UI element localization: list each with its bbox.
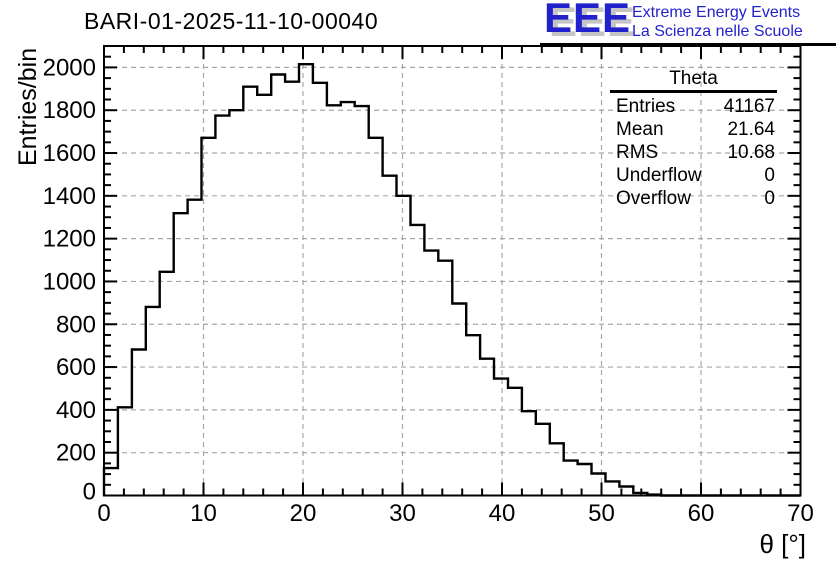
svg-text:1800: 1800: [43, 97, 96, 124]
eee-logo-acronym: EEE: [544, 0, 632, 41]
histogram-line: [102, 63, 801, 497]
stats-label: Mean: [616, 119, 664, 140]
svg-text:10: 10: [190, 500, 217, 527]
stats-row-mean: Mean 21.64: [610, 118, 777, 141]
axis-ticks: [103, 46, 802, 497]
stats-row-underflow: Underflow 0: [610, 164, 777, 187]
svg-text:800: 800: [56, 311, 96, 338]
gridlines: [104, 46, 801, 496]
svg-text:1000: 1000: [43, 268, 96, 295]
stats-value: 10.68: [727, 142, 775, 163]
stats-value: 41167: [723, 96, 775, 117]
stats-label: Overflow: [616, 188, 691, 209]
eee-logo-underline: [540, 43, 836, 46]
svg-text:600: 600: [56, 354, 96, 381]
stats-box-underline: [610, 90, 777, 93]
svg-text:0: 0: [97, 500, 110, 527]
stats-label: Underflow: [616, 165, 702, 186]
x-tick-labels: 0 10 20 30 40 50 60 70: [97, 500, 814, 527]
svg-text:400: 400: [56, 397, 96, 424]
eee-logo-tagline-2: La Scienza nelle Scuole: [632, 23, 803, 40]
stats-value: 0: [764, 188, 775, 209]
stats-box-title: Theta: [669, 68, 718, 89]
y-tick-labels: 0 200 400 600 800 1000 1200 1400 1600 1800 2000: [43, 54, 96, 505]
svg-text:40: 40: [489, 500, 516, 527]
svg-text:1400: 1400: [43, 183, 96, 210]
svg-text:200: 200: [56, 440, 96, 467]
stats-label: RMS: [616, 142, 659, 163]
x-axis-title: θ [°]: [759, 529, 806, 559]
stats-label: Entries: [616, 96, 676, 117]
svg-text:20: 20: [290, 500, 317, 527]
stats-row-overflow: Overflow 0: [610, 187, 777, 210]
stats-value: 0: [764, 165, 775, 186]
stats-value: 21.64: [727, 119, 775, 140]
svg-text:0: 0: [83, 479, 96, 506]
stats-row-entries: Entries 41167: [610, 95, 777, 118]
svg-text:1200: 1200: [43, 226, 96, 253]
svg-text:2000: 2000: [43, 54, 96, 81]
svg-text:60: 60: [688, 500, 715, 527]
eee-logo-tagline-1: Extreme Energy Events: [632, 4, 801, 21]
y-axis-title: Entries/bin: [14, 47, 42, 166]
stats-row-rms: RMS 10.68: [610, 141, 777, 164]
svg-text:1600: 1600: [43, 140, 96, 167]
svg-text:30: 30: [389, 500, 416, 527]
page-title: BARI-01-2025-11-10-00040: [84, 8, 379, 34]
svg-text:50: 50: [588, 500, 615, 527]
stats-box: Theta Entries 41167 Mean 21.64 RMS 10.68…: [610, 68, 777, 210]
svg-text:70: 70: [787, 500, 814, 527]
